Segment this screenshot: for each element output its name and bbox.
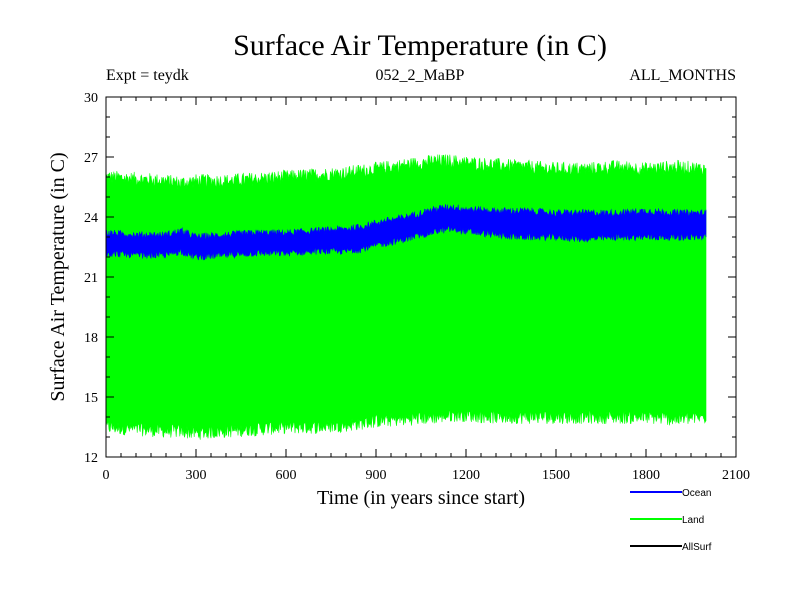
legend-label-allsurf: AllSurf xyxy=(682,542,712,553)
series-band-ocean xyxy=(105,204,707,261)
experiment-label: Expt = teydk xyxy=(106,67,189,84)
y-axis-label: Surface Air Temperature (in C) xyxy=(47,152,69,401)
chart-title: Surface Air Temperature (in C) xyxy=(233,29,607,62)
y-tick-label: 21 xyxy=(84,271,98,286)
period-label: 052_2_MaBP xyxy=(376,67,465,84)
x-tick-label: 300 xyxy=(186,468,207,483)
x-tick-label: 600 xyxy=(276,468,297,483)
x-axis-label: Time (in years since start) xyxy=(317,487,525,509)
y-tick-label: 27 xyxy=(84,151,98,166)
legend-label-land: Land xyxy=(682,515,704,526)
x-tick-label: 2100 xyxy=(722,468,750,483)
x-tick-label: 1800 xyxy=(632,468,660,483)
series-layer xyxy=(105,154,707,440)
y-tick-label: 12 xyxy=(84,451,98,466)
x-tick-label: 900 xyxy=(366,468,387,483)
x-tick-label: 1200 xyxy=(452,468,480,483)
legend-label-ocean: Ocean xyxy=(682,488,711,499)
y-tick-label: 24 xyxy=(84,211,98,226)
x-tick-label: 0 xyxy=(103,468,110,483)
y-tick-label: 18 xyxy=(84,331,98,346)
y-tick-label: 15 xyxy=(84,391,98,406)
series-band-land xyxy=(105,154,707,440)
axes-layer: 0 300 600 900 1200 1500 1800 2100 12 15 18 21 24 27 30 xyxy=(84,91,750,483)
y-tick-label: 30 xyxy=(84,91,98,106)
x-tick-label: 1500 xyxy=(542,468,570,483)
months-label: ALL_MONTHS xyxy=(629,67,736,84)
legend: Ocean Land AllSurf xyxy=(630,488,712,553)
